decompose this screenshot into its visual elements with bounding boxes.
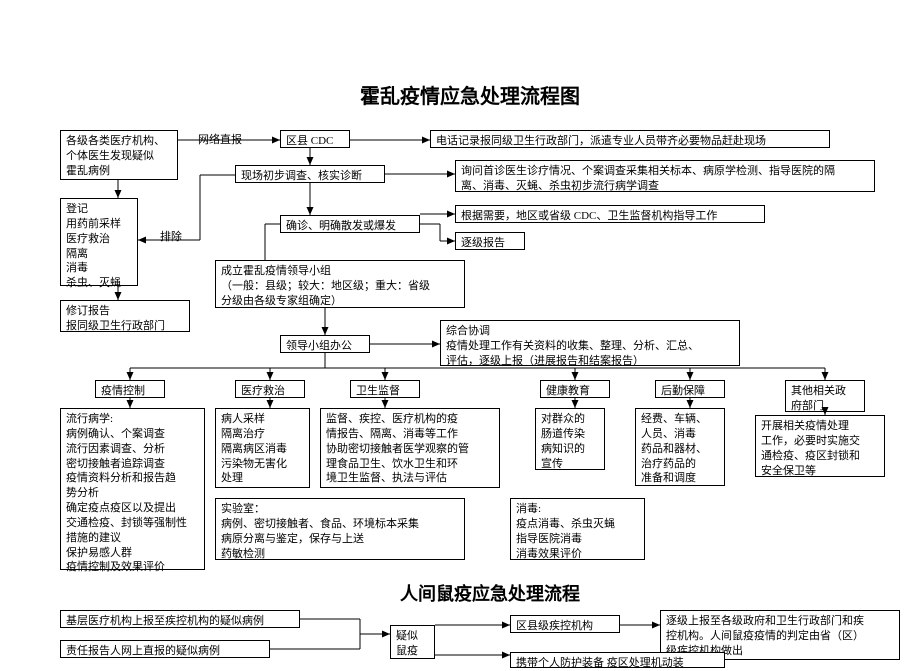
flowchart-edges (0, 0, 920, 664)
